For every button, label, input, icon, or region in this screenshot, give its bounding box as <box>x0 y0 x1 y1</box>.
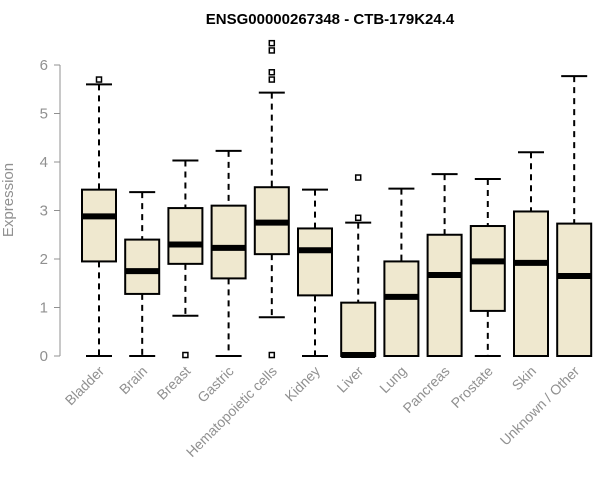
box-bladder <box>81 76 117 357</box>
x-tick-label: Kidney <box>282 363 324 405</box>
boxes-group <box>81 39 593 359</box>
y-tick-label: 3 <box>40 203 48 220</box>
box-breast <box>167 159 204 359</box>
x-tick-label: Gastric <box>194 363 237 406</box>
outlier-point <box>182 351 189 359</box>
y-axis: 0 1 2 3 4 5 6 <box>40 57 61 365</box>
box-iqr <box>210 204 247 280</box>
outlier-point <box>268 69 276 76</box>
box-iqr <box>513 210 549 357</box>
y-tick-label: 1 <box>40 300 48 317</box>
box-liver <box>340 174 377 359</box>
x-tick-label: Brain <box>116 363 150 397</box>
box-kidney <box>297 188 333 357</box>
box-skin <box>513 151 549 357</box>
outlier-point <box>268 351 276 359</box>
chart-title: ENSG00000267348 - CTB-179K24.4 <box>206 11 455 28</box>
y-tick-label: 5 <box>40 106 48 123</box>
x-tick-label: Liver <box>334 363 367 396</box>
x-tick-label: Bladder <box>62 363 108 409</box>
box-iqr <box>469 225 506 312</box>
y-tick-label: 4 <box>40 154 48 171</box>
y-tick-label: 2 <box>40 251 48 268</box>
box-brain <box>124 191 161 357</box>
box-iqr <box>124 238 161 295</box>
box-pancreas <box>426 173 463 357</box>
outlier-point <box>354 174 362 181</box>
box-iqr <box>297 227 333 297</box>
y-axis-label: Expression <box>0 163 17 237</box>
outlier-point <box>95 76 103 83</box>
outlier-point <box>354 214 362 222</box>
box-unknown-other <box>556 75 593 357</box>
x-tick-label: Breast <box>154 363 194 403</box>
box-prostate <box>469 177 506 357</box>
box-iqr <box>340 301 377 357</box>
outlier-point <box>268 76 276 83</box>
outlier-point <box>268 39 276 47</box>
box-iqr <box>81 188 117 263</box>
box-lung <box>383 187 420 357</box>
y-tick-label: 6 <box>40 57 48 74</box>
box-gastric <box>210 149 247 357</box>
box-iqr <box>167 207 204 265</box>
outlier-point <box>268 47 276 54</box>
x-tick-label: Skin <box>509 363 540 394</box>
y-tick-label: 0 <box>40 348 48 365</box>
x-tick-label: Unknown / Other <box>497 363 583 449</box>
box-hematopoietic-cells <box>253 39 290 359</box>
x-tick-label: Prostate <box>448 363 496 411</box>
x-tick-label: Lung <box>376 363 409 396</box>
x-tick-label: Pancreas <box>400 363 453 416</box>
box-iqr <box>426 233 463 357</box>
box-iqr <box>383 260 420 357</box>
box-iqr <box>556 222 593 357</box>
